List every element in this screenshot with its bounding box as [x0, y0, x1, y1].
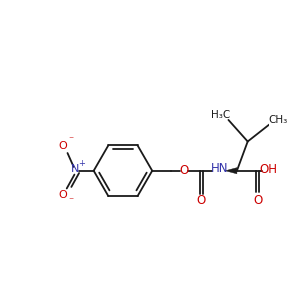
Text: H₃C: H₃C [211, 110, 230, 120]
Polygon shape [225, 168, 237, 174]
Text: O: O [58, 141, 67, 151]
Text: N: N [71, 164, 80, 174]
Text: O: O [179, 164, 188, 177]
Text: O: O [197, 194, 206, 207]
Text: HN: HN [211, 162, 229, 175]
Text: O: O [253, 194, 262, 206]
Text: +: + [78, 159, 85, 168]
Text: O: O [58, 190, 67, 200]
Text: ⁻: ⁻ [68, 196, 73, 206]
Text: CH₃: CH₃ [269, 115, 288, 125]
Text: OH: OH [260, 163, 278, 176]
Text: ⁻: ⁻ [68, 135, 73, 145]
